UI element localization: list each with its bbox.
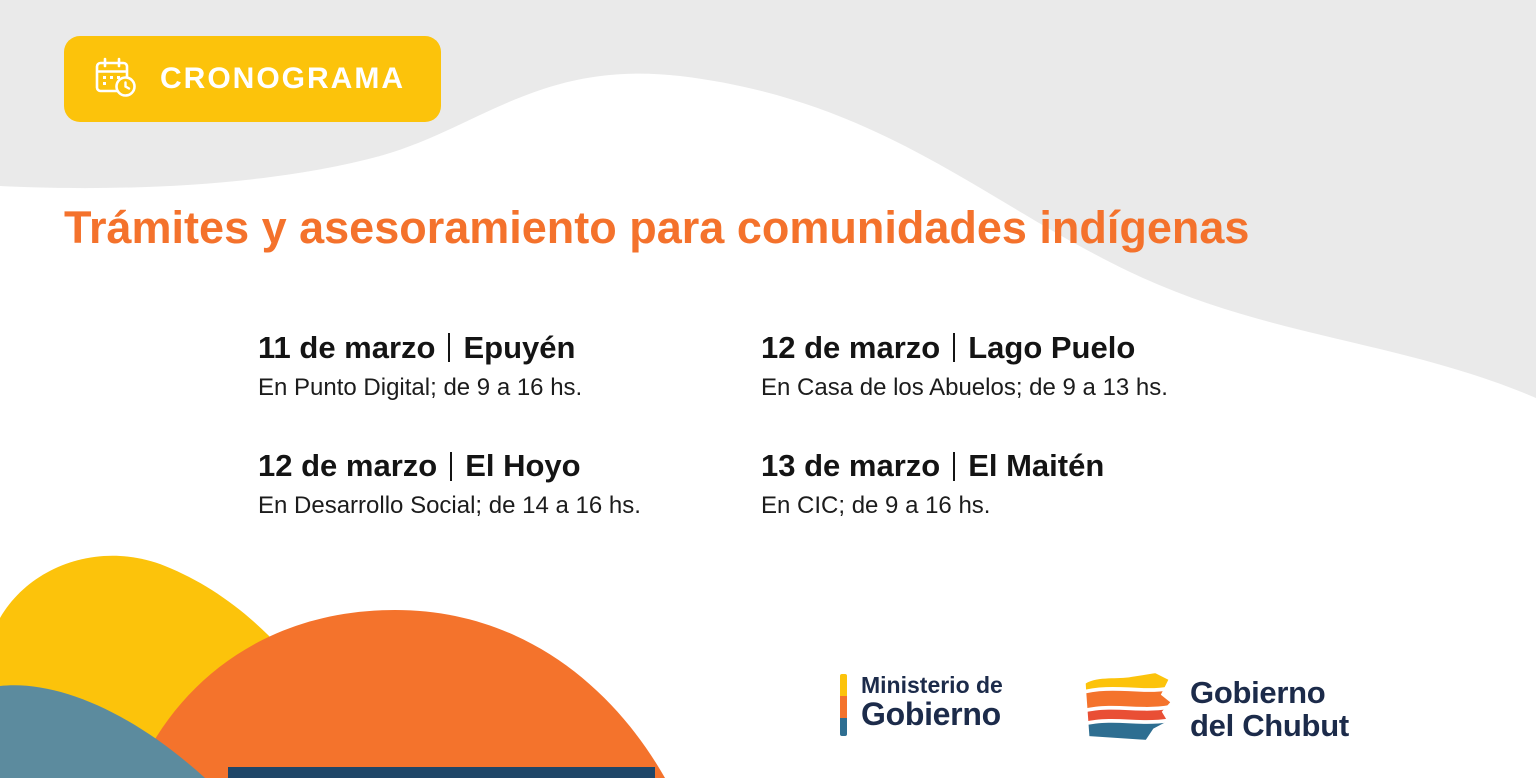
chubut-map-icon (1080, 668, 1174, 751)
event-place: Epuyén (463, 330, 576, 365)
event-place: Lago Puelo (968, 330, 1136, 365)
chubut-name-line2: del Chubut (1190, 707, 1349, 743)
event-date-line: 12 de marzo Lago Puelo (761, 330, 1168, 366)
event-date: 11 de marzo (258, 330, 436, 365)
teal-wave (0, 685, 205, 778)
navy-strip (228, 767, 655, 778)
bottom-decorative-waves (0, 555, 665, 778)
event-date-line: 11 de marzo Epuyén (258, 330, 761, 366)
calendar-clock-icon (92, 54, 138, 105)
bar-segment-yellow (840, 674, 847, 696)
event-place: El Hoyo (465, 448, 581, 484)
event-separator (450, 451, 453, 481)
chubut-name-line1: Gobierno (1190, 674, 1326, 710)
chubut-name: Gobierno del Chubut (1190, 674, 1349, 743)
badge-label: CRONOGRAMA (160, 62, 405, 95)
event-item: 11 de marzo Epuyén En Punto Digital; de … (258, 330, 761, 402)
event-item: 12 de marzo Lago Puelo En Casa de los Ab… (761, 330, 1168, 402)
event-date: 12 de marzo (258, 448, 438, 484)
event-detail: En Casa de los Abuelos; de 9 a 13 hs. (761, 373, 1168, 401)
event-detail: En Desarrollo Social; de 14 a 16 hs. (258, 492, 641, 520)
cronograma-badge: CRONOGRAMA (64, 36, 441, 122)
ministry-color-bar-icon (840, 674, 847, 736)
event-place: El Maitén (968, 448, 1105, 484)
page-title: Trámites y asesoramiento para comunidade… (64, 202, 1250, 253)
event-detail: En Punto Digital; de 9 a 16 hs. (258, 373, 583, 401)
orange-wave (135, 610, 665, 778)
event-date: 13 de marzo (761, 448, 941, 484)
event-separator (448, 333, 451, 363)
event-item: 13 de marzo El Maitén En CIC; de 9 a 16 … (761, 448, 1168, 520)
event-date: 12 de marzo (761, 330, 941, 365)
ministry-name-line2: Gobierno (861, 696, 1001, 733)
ministry-logo: Ministerio de Gobierno (840, 672, 1003, 736)
event-detail: En CIC; de 9 a 16 hs. (761, 492, 991, 520)
ministry-name: Ministerio de Gobierno (861, 672, 1003, 732)
ministry-name-line1: Ministerio de (861, 672, 1003, 698)
bar-segment-orange (840, 696, 847, 718)
event-item: 12 de marzo El Hoyo En Desarrollo Social… (258, 448, 761, 520)
bar-segment-blue (840, 718, 847, 736)
chubut-government-logo: Gobierno del Chubut (1080, 668, 1349, 751)
events-grid: 11 de marzo Epuyén En Punto Digital; de … (258, 330, 1168, 521)
event-date-line: 13 de marzo El Maitén (761, 448, 1168, 484)
event-date-line: 12 de marzo El Hoyo (258, 448, 761, 484)
event-separator (953, 451, 956, 481)
event-separator (953, 333, 956, 363)
